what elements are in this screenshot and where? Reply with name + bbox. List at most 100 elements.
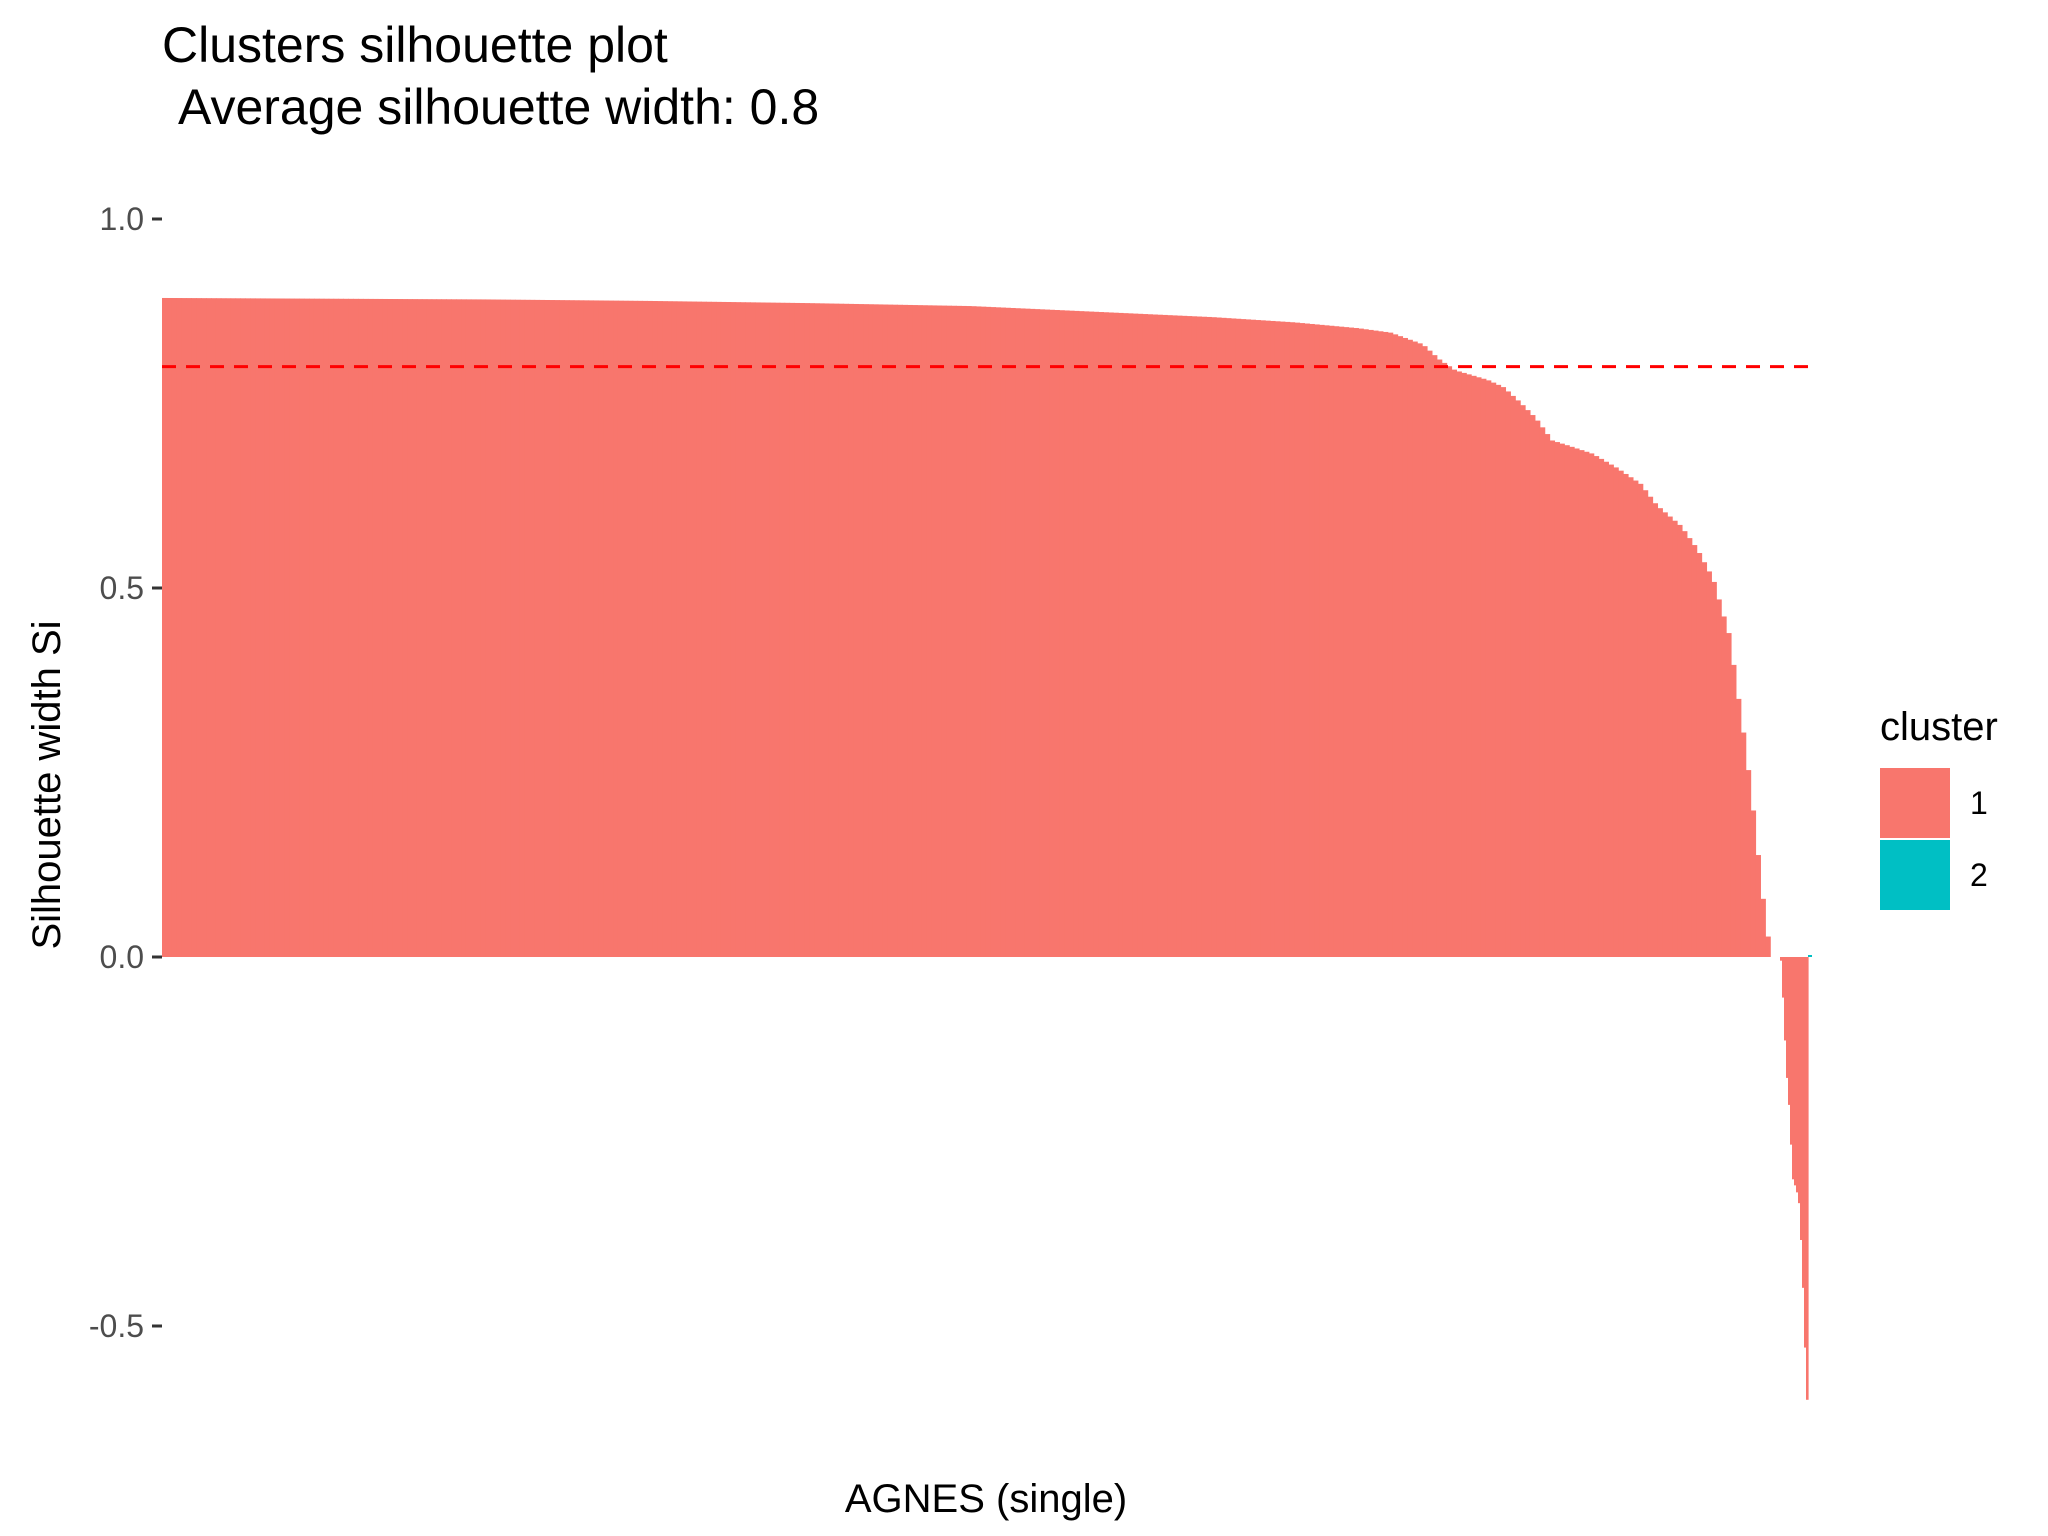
- silhouette-bar-cluster-1: [461, 299, 467, 958]
- silhouette-bar-cluster-1: [475, 299, 482, 957]
- silhouette-bar-cluster-1: [1245, 319, 1252, 957]
- silhouette-bar-cluster-1: [264, 298, 271, 957]
- silhouette-bar-cluster-1: [260, 298, 266, 957]
- silhouette-bar-cluster-1: [858, 304, 864, 957]
- silhouette-bar-cluster-1: [1343, 327, 1350, 957]
- silhouette-bar-cluster-1: [647, 300, 653, 957]
- x-axis-title: AGNES (single): [845, 1477, 1127, 1521]
- silhouette-bar-cluster-1: [907, 304, 913, 958]
- silhouette-bar-cluster-1: [250, 298, 256, 957]
- silhouette-bar-cluster-1: [735, 302, 742, 957]
- silhouette-bar-cluster-1: [1515, 400, 1521, 957]
- legend-label-cluster-2: 2: [1970, 857, 1988, 893]
- silhouette-bar-cluster-1: [583, 300, 590, 958]
- silhouette-bar-cluster-1: [1485, 380, 1492, 957]
- silhouette-bar-cluster-1: [186, 298, 193, 958]
- y-tick-label: 0.0: [100, 939, 144, 975]
- silhouette-bar-cluster-1: [407, 299, 413, 958]
- silhouette-bar-cluster-1: [1510, 395, 1516, 957]
- silhouette-bar-cluster-1: [1726, 633, 1732, 957]
- silhouette-bar-cluster-1: [1588, 453, 1595, 957]
- silhouette-bar-cluster-1: [578, 300, 585, 957]
- silhouette-bar-cluster-1: [1314, 324, 1320, 957]
- silhouette-bar-cluster-1: [1020, 308, 1026, 957]
- silhouette-bar-cluster-1: [853, 303, 859, 958]
- silhouette-bar-cluster-1-negative: [1780, 957, 1783, 961]
- silhouette-bar-cluster-1: [201, 298, 207, 957]
- silhouette-bar-cluster-1: [1088, 311, 1095, 958]
- silhouette-bar-cluster-1: [848, 303, 854, 957]
- silhouette-bar-cluster-1: [1397, 336, 1404, 957]
- silhouette-bar-cluster-1: [1137, 313, 1144, 957]
- silhouette-bar-cluster-1: [882, 304, 889, 957]
- silhouette-bar-cluster-1: [1564, 445, 1570, 957]
- silhouette-bar-cluster-1: [215, 298, 222, 958]
- silhouette-bar-cluster-1: [1730, 664, 1737, 957]
- silhouette-bar-cluster-1: [1402, 337, 1408, 958]
- chart-title: Clusters silhouette plot: [162, 17, 668, 73]
- silhouette-bar-cluster-1: [294, 298, 300, 957]
- silhouette-bar-cluster-1: [676, 301, 683, 958]
- silhouette-bar-cluster-1: [1299, 323, 1305, 958]
- y-axis-title: Silhouette width Si: [25, 620, 69, 949]
- silhouette-bar-cluster-1: [1637, 483, 1644, 957]
- silhouette-bar-cluster-1: [402, 299, 408, 957]
- silhouette-bar-cluster-1-negative: [1782, 957, 1785, 998]
- silhouette-bar-cluster-1: [451, 299, 457, 957]
- silhouette-bar-cluster-1: [1005, 307, 1011, 957]
- silhouette-bar-cluster-1: [1333, 326, 1340, 958]
- silhouette-bar-cluster-1: [745, 302, 751, 957]
- silhouette-bar-cluster-1: [1235, 318, 1242, 957]
- silhouette-bar-cluster-1: [1196, 316, 1203, 957]
- silhouette-bar-cluster-1: [382, 298, 389, 958]
- silhouette-bar-cluster-1: [662, 301, 668, 957]
- silhouette-bar-cluster-1: [1186, 316, 1193, 957]
- silhouette-bar-cluster-1: [863, 304, 869, 957]
- silhouette-bar-cluster-1: [1628, 477, 1634, 957]
- legend-swatch-cluster-2: [1880, 840, 1950, 910]
- silhouette-bar-cluster-1: [637, 300, 644, 958]
- silhouette-bar-cluster-1-negative: [1804, 957, 1807, 1348]
- silhouette-bar-cluster-1: [1422, 346, 1428, 957]
- silhouette-bar-cluster-1: [1093, 311, 1100, 957]
- silhouette-bar-cluster-1: [274, 298, 281, 958]
- silhouette-bar-cluster-1: [372, 298, 379, 957]
- silhouette-bar-cluster-1: [1363, 329, 1369, 957]
- bars-group: [162, 297, 1812, 1400]
- silhouette-bar-cluster-1: [1113, 312, 1119, 957]
- silhouette-bar-cluster-1: [917, 305, 923, 957]
- silhouette-bar-cluster-1: [1118, 312, 1124, 957]
- silhouette-bar-cluster-1: [1039, 309, 1046, 958]
- silhouette-bar-cluster-1: [1613, 467, 1619, 957]
- silhouette-bar-cluster-1: [1598, 458, 1605, 957]
- silhouette-bar-cluster-1: [1412, 341, 1418, 957]
- silhouette-bar-cluster-1: [1240, 319, 1247, 958]
- silhouette-bar-cluster-1-negative: [1806, 957, 1809, 1400]
- silhouette-bar-cluster-1: [230, 298, 237, 957]
- silhouette-bar-cluster-1: [956, 305, 962, 957]
- silhouette-bar-cluster-1: [225, 298, 232, 957]
- silhouette-bar-cluster-1: [1476, 377, 1482, 957]
- silhouette-bar-cluster-1: [1132, 313, 1139, 958]
- silhouette-bar-cluster-1: [436, 299, 443, 958]
- silhouette-bar-cluster-2: [1808, 955, 1812, 957]
- silhouette-bar-cluster-1: [617, 300, 624, 957]
- silhouette-bar-cluster-1: [1230, 318, 1237, 958]
- silhouette-bar-cluster-1: [284, 298, 291, 957]
- silhouette-bar-cluster-1: [1431, 355, 1438, 957]
- silhouette-bar-cluster-1: [1103, 312, 1109, 957]
- silhouette-bar-cluster-1: [921, 305, 928, 958]
- silhouette-bar-cluster-1: [1265, 320, 1271, 957]
- silhouette-bar-cluster-1: [367, 298, 374, 957]
- silhouette-bar-cluster-1: [1549, 440, 1556, 957]
- silhouette-bar-cluster-1: [191, 298, 197, 958]
- silhouette-bar-cluster-1: [245, 298, 251, 958]
- silhouette-bar-cluster-1: [524, 299, 531, 957]
- silhouette-bar-cluster-1: [1574, 448, 1580, 957]
- silhouette-bar-cluster-1: [784, 302, 791, 957]
- silhouette-bar-cluster-1: [206, 298, 212, 957]
- silhouette-bar-cluster-1: [1152, 314, 1158, 957]
- silhouette-bar-cluster-1: [1740, 732, 1747, 957]
- silhouette-bar-cluster-1: [1466, 374, 1472, 957]
